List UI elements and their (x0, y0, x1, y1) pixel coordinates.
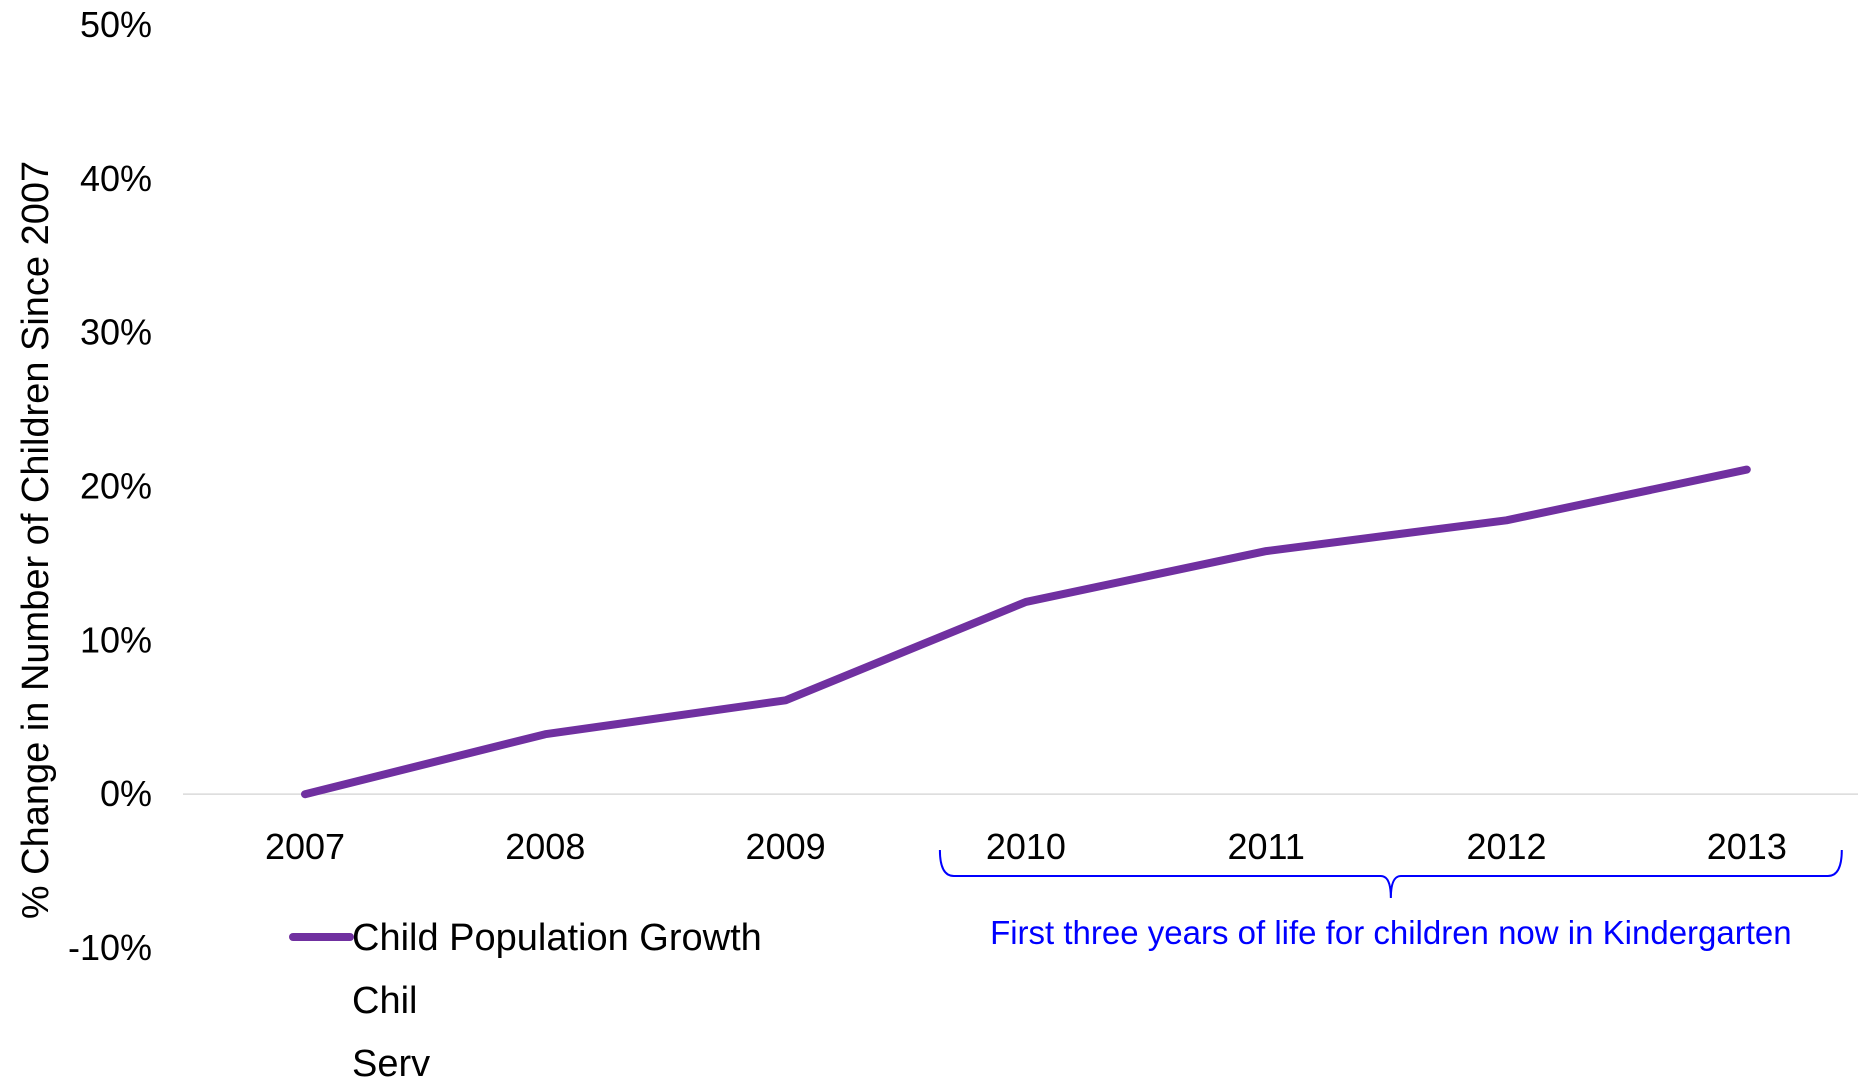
x-tick-label: 2010 (986, 826, 1066, 867)
legend-label-truncated: Chil (352, 980, 417, 1022)
x-tick-label: 2008 (505, 826, 585, 867)
legend-label-truncated: Serv (352, 1043, 430, 1081)
x-tick-label: 2012 (1466, 826, 1546, 867)
x-tick-label: 2013 (1707, 826, 1787, 867)
x-tick-label: 2011 (1227, 826, 1304, 867)
y-tick-label: -10% (68, 927, 152, 968)
y-tick-label: 40% (80, 158, 152, 199)
y-tick-label: 30% (80, 312, 152, 353)
x-axis-tick-labels: 2007 2008 2009 2010 2011 2012 2013 (265, 826, 1787, 867)
y-tick-label: 50% (80, 4, 152, 45)
series-line-child-population-growth (301, 465, 1751, 799)
x-tick-label: 2007 (265, 826, 345, 867)
y-tick-label: 10% (80, 619, 152, 660)
legend: Child Population Growth Chil Serv (289, 917, 762, 1081)
annotation-text: First three years of life for children n… (990, 914, 1792, 951)
x-tick-label: 2009 (746, 826, 826, 867)
y-tick-label: 20% (80, 466, 152, 507)
annotation-bracket (938, 849, 1843, 899)
y-axis-title: % Change in Number of Children Since 200… (15, 161, 57, 919)
y-tick-label: 0% (100, 773, 152, 814)
y-axis-tick-labels: -10% 0% 10% 20% 30% 40% 50% (68, 4, 152, 968)
legend-label: Child Population Growth (352, 917, 762, 959)
